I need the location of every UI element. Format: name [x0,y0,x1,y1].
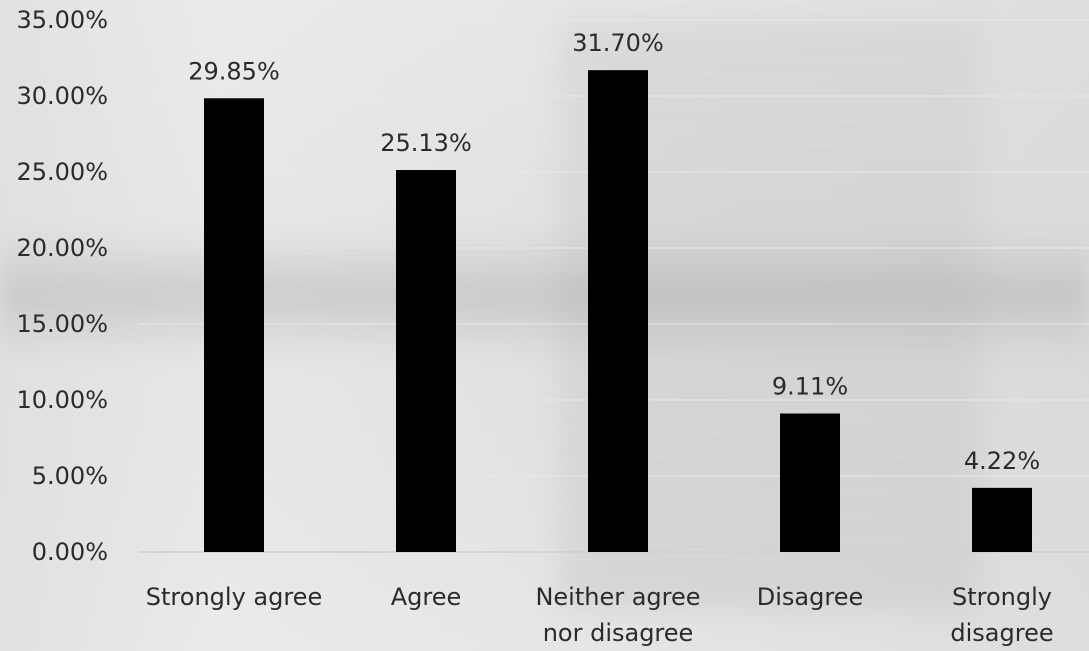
x-category-label: Agree [391,583,462,611]
data-label: 4.22% [964,447,1040,475]
y-tick-label: 15.00% [16,310,108,338]
bars [204,70,1032,553]
y-axis-tick-labels: 0.00% 5.00% 10.00% 15.00% 20.00% 25.00% 30.00%… [16,6,108,566]
y-tick-label: 10.00% [16,386,108,414]
data-label: 9.11% [772,373,848,401]
x-category-label: Neither agree nor disagree [535,583,700,647]
data-labels: 29.85% 25.13% 31.70% 9.11% 4.22% [188,29,1040,475]
x-category-label: Strongly disagree [950,583,1053,647]
y-tick-label: 25.00% [16,158,108,186]
data-label: 31.70% [572,29,664,57]
bar [972,487,1032,552]
bar [204,98,264,552]
x-category-label: Strongly agree [146,583,322,611]
y-tick-label: 5.00% [32,462,108,490]
y-tick-label: 20.00% [16,234,108,262]
y-tick-label: 35.00% [16,6,108,34]
y-tick-label: 30.00% [16,82,108,110]
bar [588,70,648,552]
data-label: 29.85% [188,57,280,85]
x-category-label: Disagree [757,583,863,611]
x-axis-category-labels: Strongly agree Agree Neither agree nor disa… [146,583,1054,647]
data-label: 25.13% [380,129,472,157]
bar [780,413,840,552]
y-tick-label: 0.00% [32,538,108,566]
bar [396,170,456,553]
